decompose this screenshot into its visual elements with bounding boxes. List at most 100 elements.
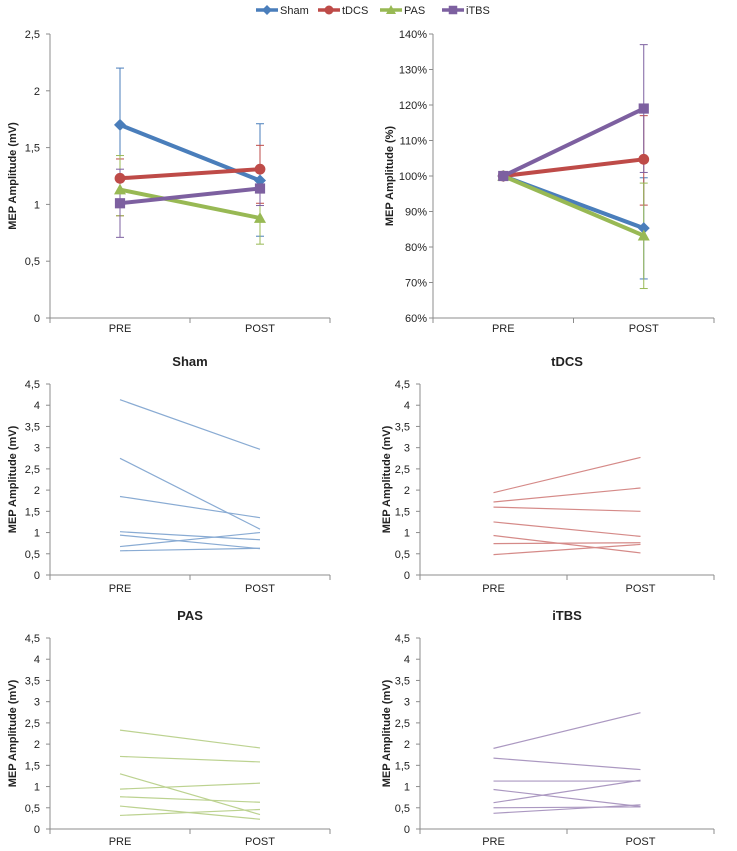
y-tick-label: 80% [405,242,427,254]
subject-line [493,542,641,545]
chart-mean-pct: MEP Amplitude (%) 60% 70% 80% 90% 100% 110% 120… [384,29,715,335]
subject-line [493,712,641,749]
x-tick-label: PRE [482,583,505,595]
y-tick-label: 4,5 [25,379,40,391]
subject-line [119,495,261,519]
y-tick-label: 1,5 [395,760,410,772]
legend-marker-pas [386,5,396,14]
data-point-sham [637,222,650,235]
y-tick-label: 1,5 [25,143,40,155]
subject-line [493,804,641,814]
y-tick-label: 3 [34,443,40,455]
y-tick-label: 4 [404,654,410,666]
y-tick-label: 3,5 [395,675,410,687]
legend-marker-sham [262,5,272,15]
x-tick-label: PRE [109,323,132,335]
y-tick-label: 0,5 [395,549,410,561]
y-axis-label: MEP Amplitude (mV) [381,679,393,787]
subject-line [493,779,641,804]
subject-line [119,457,261,530]
x-tick-label: POST [245,323,275,335]
y-tick-label: 3,5 [395,421,410,433]
series-line-tdcs [503,157,644,178]
series-line-pas [119,187,261,220]
y-tick-label: 100% [399,171,427,183]
subject-line [119,729,261,749]
y-tick-label: 70% [405,278,427,290]
y-tick-label: 2,5 [395,464,410,476]
data-point-itbs [498,170,509,182]
x-tick-label: PRE [109,583,132,595]
y-tick-label: 3 [34,697,40,709]
y-tick-label: 0,5 [25,256,40,268]
subject-line [493,506,641,512]
y-tick-label: 0,5 [25,549,40,561]
chart-mean-mv: MEP Amplitude (mV) 0 0,5 1 1,5 2 2,5 PRE POST [7,29,331,335]
y-tick-label: 2,5 [25,29,40,41]
y-tick-label: 2,5 [395,718,410,730]
subject-line [119,796,261,803]
y-tick-label: 3,5 [25,421,40,433]
series-line-tdcs [119,167,261,181]
data-point-tdcs [114,172,126,184]
subject-line [119,531,261,541]
y-tick-label: 2,5 [25,464,40,476]
x-tick-label: POST [626,836,656,848]
y-tick-label: 2 [34,485,40,497]
y-tick-label: 0,5 [395,803,410,815]
legend-label-tdcs: tDCS [342,5,368,17]
y-axis-label: MEP Amplitude (mV) [381,425,393,533]
legend: Sham tDCS PAS iTBS [256,5,490,17]
legend-marker-itbs [448,5,458,15]
legend-label-itbs: iTBS [466,5,490,17]
x-tick-label: PRE [492,323,515,335]
chart-pas: PAS MEP Amplitude (mV) 0 0,5 1 1,5 2 2,5 3 3,5 4 4,… [7,608,331,848]
x-tick-label: POST [626,583,656,595]
subject-line [119,808,261,817]
series-line-pas [502,174,645,238]
y-tick-label: 3 [404,697,410,709]
y-tick-label: 0 [404,824,410,836]
y-axis-label: MEP Amplitude (mV) [7,679,19,787]
y-tick-label: 1 [34,528,40,540]
y-tick-label: 1,5 [25,760,40,772]
y-tick-label: 0 [34,824,40,836]
subject-line [493,757,641,771]
y-tick-label: 2 [404,485,410,497]
subject-line [119,534,261,550]
legend-label-pas: PAS [404,5,425,17]
subject-line [119,782,261,790]
y-axis-label: MEP Amplitude (mV) [7,425,19,533]
y-tick-label: 1 [404,528,410,540]
data-point-pas [114,183,126,195]
subject-line [119,773,261,816]
y-tick-label: 1 [404,782,410,794]
y-tick-label: 2 [404,739,410,751]
y-axis-label: MEP Amplitude (mV) [7,122,19,230]
chart-itbs: iTBS MEP Amplitude (mV) 0 0,5 1 1,5 2 2,5 3 3,5 4 4… [381,608,715,848]
y-tick-label: 4 [404,400,410,412]
x-tick-label: POST [629,323,659,335]
chart-sham: Sham MEP Amplitude (mV) 0 0,5 1 1,5 2 2,5 3 3,5 4 4… [7,354,331,595]
y-tick-label: 2 [34,86,40,98]
legend-marker-tdcs [324,5,334,15]
data-point-sham [114,118,126,131]
x-tick-label: POST [245,583,275,595]
chart-title: iTBS [552,608,582,623]
y-axis-label: MEP Amplitude (%) [384,126,396,227]
y-tick-label: 3 [404,443,410,455]
y-tick-label: 4,5 [25,633,40,645]
y-tick-label: 130% [399,65,427,77]
y-tick-label: 4 [34,400,40,412]
y-tick-label: 120% [399,100,427,112]
y-tick-label: 110% [400,136,428,148]
y-tick-label: 0 [404,570,410,582]
data-point-itbs [638,103,649,114]
chart-title: tDCS [551,354,583,369]
y-tick-label: 2 [34,739,40,751]
y-tick-label: 2,5 [25,718,40,730]
y-tick-label: 1,5 [395,506,410,518]
data-point-itbs [254,183,266,194]
y-tick-label: 0 [34,313,40,325]
data-point-pas [637,229,650,241]
